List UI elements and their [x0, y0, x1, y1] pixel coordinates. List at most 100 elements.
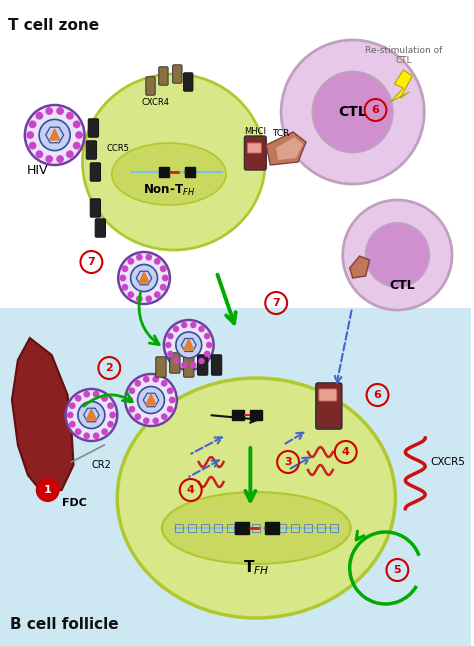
Circle shape [162, 275, 169, 282]
FancyBboxPatch shape [146, 77, 155, 95]
Circle shape [46, 107, 53, 115]
Circle shape [181, 362, 187, 368]
Text: Re-stimulation of
CTL: Re-stimulation of CTL [365, 46, 442, 65]
FancyBboxPatch shape [198, 355, 208, 375]
Circle shape [190, 322, 197, 328]
Circle shape [65, 389, 117, 441]
Ellipse shape [82, 74, 265, 250]
Circle shape [160, 284, 166, 291]
Circle shape [167, 406, 173, 413]
Circle shape [281, 40, 424, 184]
Circle shape [176, 332, 201, 358]
Text: HIV: HIV [27, 163, 48, 176]
Circle shape [69, 421, 76, 428]
Circle shape [69, 402, 76, 409]
Text: 2: 2 [105, 363, 113, 373]
FancyBboxPatch shape [159, 67, 168, 85]
Polygon shape [232, 410, 245, 420]
Text: TCR: TCR [273, 129, 290, 138]
Circle shape [128, 291, 134, 298]
Circle shape [181, 322, 187, 328]
Circle shape [167, 333, 173, 339]
Circle shape [136, 295, 143, 302]
Circle shape [78, 401, 105, 428]
Polygon shape [350, 256, 370, 278]
Ellipse shape [162, 492, 351, 564]
Text: 5: 5 [393, 565, 401, 575]
Circle shape [204, 333, 210, 339]
Circle shape [198, 326, 205, 332]
FancyBboxPatch shape [211, 355, 222, 375]
Circle shape [143, 417, 150, 424]
Circle shape [66, 151, 74, 158]
Polygon shape [86, 409, 96, 420]
Circle shape [137, 386, 164, 413]
Text: CCR5: CCR5 [106, 143, 129, 152]
Circle shape [164, 320, 214, 370]
Circle shape [366, 223, 429, 287]
Circle shape [146, 254, 152, 260]
Polygon shape [184, 339, 194, 350]
Circle shape [154, 258, 161, 265]
Circle shape [127, 397, 133, 403]
Text: CXCR4: CXCR4 [142, 98, 170, 107]
Circle shape [107, 421, 114, 428]
Circle shape [313, 72, 393, 152]
Circle shape [101, 395, 108, 402]
Circle shape [83, 391, 90, 397]
Circle shape [56, 155, 64, 163]
FancyBboxPatch shape [173, 65, 182, 83]
Circle shape [109, 412, 116, 419]
Ellipse shape [112, 143, 226, 205]
Text: 4: 4 [342, 447, 350, 457]
Polygon shape [12, 338, 73, 492]
Circle shape [93, 432, 100, 439]
Text: CTL: CTL [338, 105, 367, 119]
Text: CTL: CTL [390, 278, 415, 291]
Polygon shape [236, 522, 249, 534]
Text: B cell follicle: B cell follicle [10, 617, 118, 632]
Polygon shape [50, 129, 60, 140]
Polygon shape [276, 137, 303, 160]
FancyBboxPatch shape [247, 143, 261, 153]
Circle shape [83, 432, 90, 439]
Circle shape [118, 252, 170, 304]
Circle shape [29, 120, 36, 128]
Circle shape [36, 112, 43, 120]
FancyBboxPatch shape [86, 141, 97, 159]
Bar [0, 0, 471, 310]
Bar [0, 308, 471, 646]
Text: 4: 4 [187, 485, 195, 495]
Circle shape [75, 131, 83, 139]
Circle shape [204, 351, 210, 357]
Circle shape [101, 428, 108, 435]
Circle shape [125, 374, 177, 426]
Circle shape [161, 413, 168, 420]
Polygon shape [159, 167, 169, 177]
Circle shape [39, 120, 70, 151]
Polygon shape [265, 522, 279, 534]
Circle shape [173, 358, 179, 364]
Circle shape [27, 131, 34, 139]
Circle shape [75, 395, 82, 402]
FancyBboxPatch shape [156, 357, 166, 377]
Text: 7: 7 [272, 298, 280, 308]
Circle shape [136, 254, 143, 260]
Circle shape [29, 141, 36, 150]
Circle shape [73, 120, 81, 128]
Circle shape [143, 376, 150, 382]
Circle shape [135, 380, 141, 387]
Circle shape [37, 479, 59, 501]
Circle shape [173, 326, 179, 332]
FancyBboxPatch shape [183, 73, 193, 91]
Circle shape [152, 376, 159, 382]
FancyBboxPatch shape [88, 119, 99, 137]
Circle shape [66, 112, 74, 120]
Circle shape [122, 284, 128, 291]
Polygon shape [139, 272, 149, 283]
Circle shape [67, 412, 73, 419]
FancyBboxPatch shape [319, 389, 337, 401]
Circle shape [56, 107, 64, 115]
Circle shape [122, 266, 128, 272]
Circle shape [107, 402, 114, 409]
